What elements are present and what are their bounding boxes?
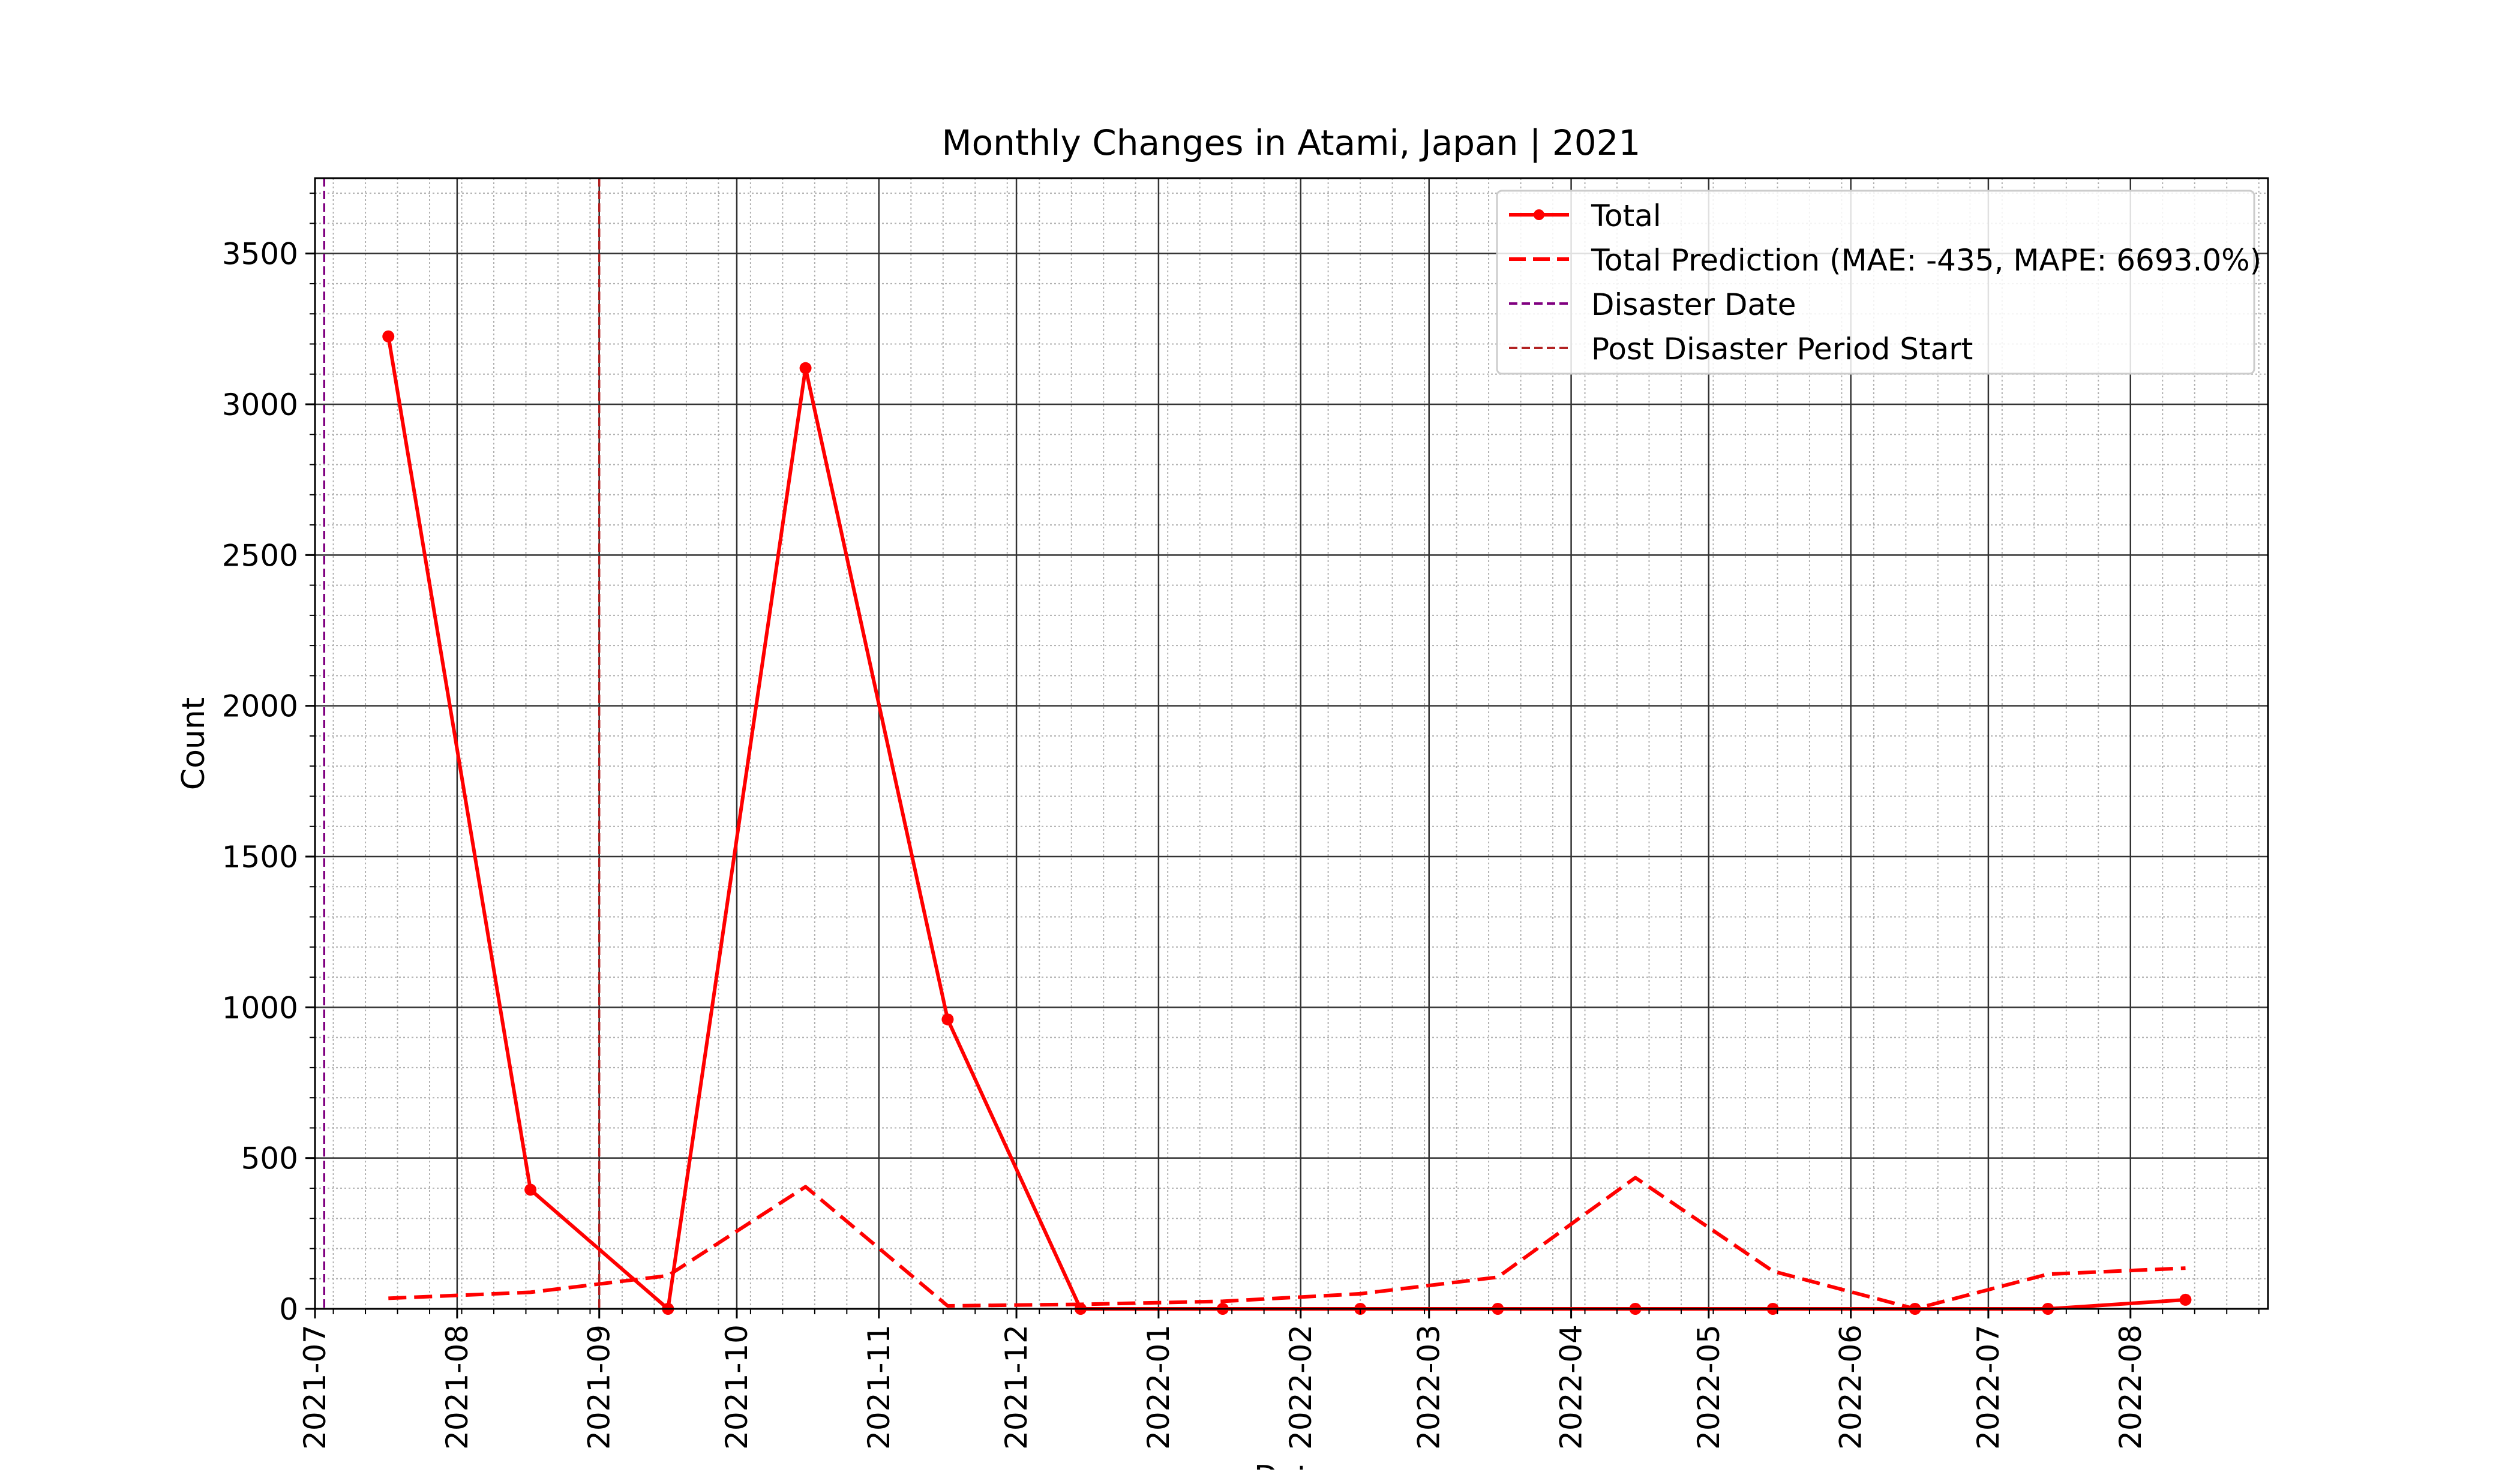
legend-marker-total bbox=[1534, 209, 1544, 220]
x-tick-label: 2022-08 bbox=[2113, 1324, 2148, 1450]
y-tick-label: 0 bbox=[279, 1292, 298, 1327]
x-tick-label: 2021-08 bbox=[440, 1324, 475, 1450]
chart-title: Monthly Changes in Atami, Japan | 2021 bbox=[942, 122, 1641, 163]
y-tick-label: 1000 bbox=[222, 990, 298, 1025]
x-tick-label: 2021-07 bbox=[298, 1324, 332, 1450]
legend-box bbox=[1496, 190, 2255, 375]
legend-label-total: Total bbox=[1591, 199, 1661, 233]
series-total-point bbox=[941, 1013, 954, 1026]
y-tick-label: 2000 bbox=[222, 689, 298, 724]
x-tick-label: 2022-01 bbox=[1141, 1324, 1176, 1450]
series-total-point bbox=[382, 330, 395, 343]
x-tick-label: 2021-11 bbox=[862, 1324, 896, 1450]
x-tick-label: 2021-12 bbox=[999, 1324, 1034, 1450]
series-prediction-line bbox=[388, 1176, 2186, 1311]
series-total-point bbox=[2179, 1293, 2192, 1306]
x-tick-label: 2022-04 bbox=[1554, 1324, 1589, 1450]
x-tick-label: 2022-02 bbox=[1283, 1324, 1318, 1450]
legend-label-post-disaster: Post Disaster Period Start bbox=[1591, 332, 1973, 367]
x-tick-label: 2022-06 bbox=[1834, 1324, 1868, 1450]
y-tick-label: 500 bbox=[241, 1141, 298, 1176]
series-total-point bbox=[799, 362, 812, 374]
x-tick-label: 2021-09 bbox=[582, 1324, 617, 1450]
y-tick-label: 2500 bbox=[222, 538, 298, 573]
legend-label-disaster-date: Disaster Date bbox=[1591, 287, 1796, 322]
x-tick-label: 2022-03 bbox=[1412, 1324, 1447, 1450]
legend: Total Total Prediction (MAE: -435, MAPE:… bbox=[1496, 190, 2261, 375]
y-axis-label: Count bbox=[176, 698, 212, 790]
x-tick-label: 2022-05 bbox=[1691, 1324, 1726, 1450]
series-total-point bbox=[524, 1183, 537, 1196]
y-tick-label: 3000 bbox=[222, 387, 298, 422]
x-tick-label: 2021-10 bbox=[719, 1324, 754, 1450]
y-tick-label: 1500 bbox=[222, 840, 298, 875]
x-tick-label: 2022-07 bbox=[1971, 1324, 2006, 1450]
legend-label-prediction: Total Prediction (MAE: -435, MAPE: 6693.… bbox=[1591, 243, 2261, 278]
x-axis-label: Date bbox=[1254, 1459, 1328, 1470]
y-tick-label: 3500 bbox=[222, 237, 298, 272]
plot-frame bbox=[314, 177, 2269, 1310]
